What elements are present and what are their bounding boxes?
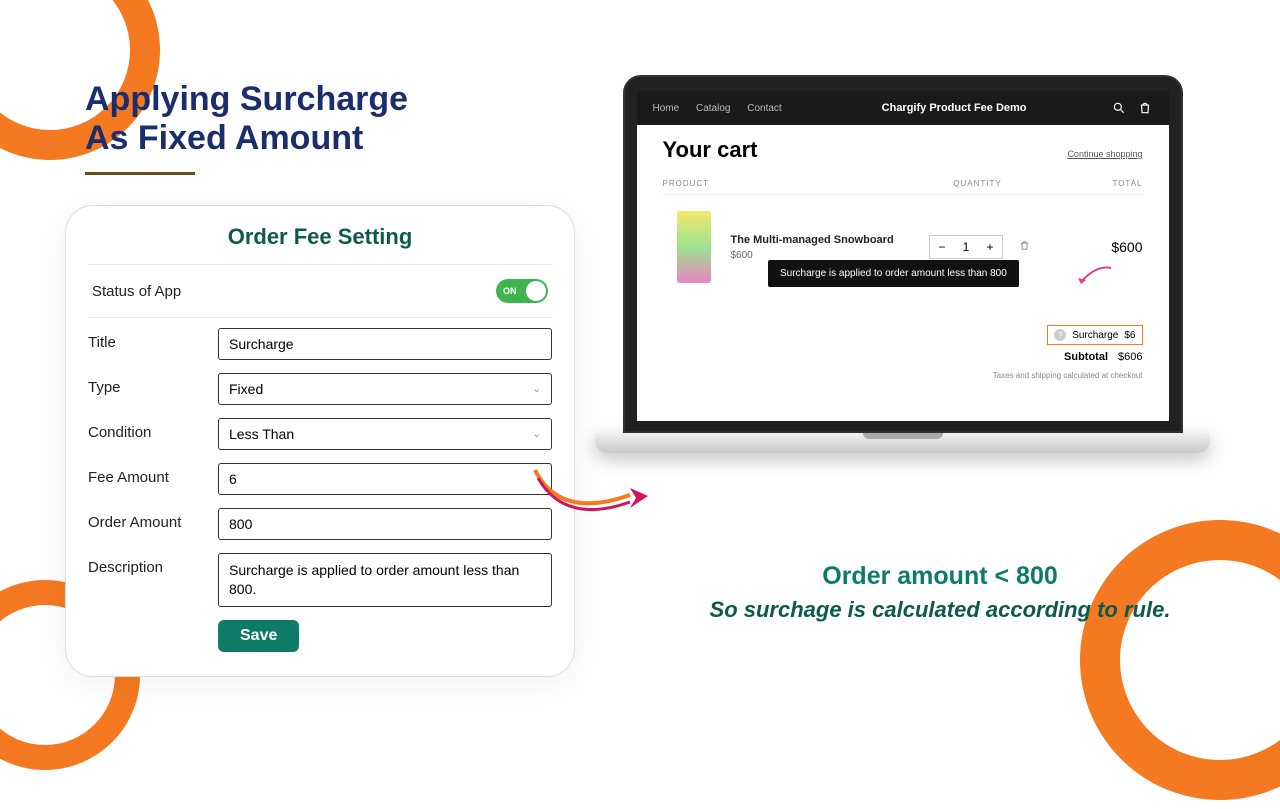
surcharge-label: Surcharge	[1072, 330, 1118, 341]
caption-line2: So surchage is calculated according to r…	[650, 597, 1230, 623]
status-label: Status of App	[92, 283, 181, 300]
product-image	[677, 211, 711, 283]
topnav-links: Home Catalog Contact	[653, 103, 796, 114]
condition-value: Less Than	[229, 426, 294, 442]
nav-home[interactable]: Home	[653, 103, 680, 114]
caption-line1: Order amount < 800	[650, 562, 1230, 591]
heading-line2: As Fixed Amount	[85, 119, 363, 157]
type-value: Fixed	[229, 381, 263, 397]
subtotal-value: $606	[1118, 351, 1142, 363]
qty-minus-button[interactable]: −	[930, 236, 954, 258]
cart-column-headers: PRODUCT QUANTITY TOTAL	[663, 173, 1143, 195]
search-icon[interactable]	[1112, 101, 1126, 115]
save-button[interactable]: Save	[218, 620, 299, 652]
store-brand: Chargify Product Fee Demo	[882, 102, 1027, 114]
description-label: Description	[88, 553, 218, 576]
col-product: PRODUCT	[663, 179, 903, 188]
quantity-stepper[interactable]: − 1 +	[929, 235, 1003, 259]
line-total: $600	[1055, 239, 1143, 255]
heading-underline	[85, 172, 195, 175]
status-row: Status of App ON	[88, 264, 552, 318]
nav-catalog[interactable]: Catalog	[696, 103, 730, 114]
condition-select[interactable]: Less Than ⌄	[218, 418, 552, 450]
cart-bag-icon[interactable]	[1138, 101, 1152, 115]
product-name: The Multi-managed Snowboard	[731, 234, 905, 246]
surcharge-highlight-box: ? Surcharge $6	[1047, 325, 1142, 345]
continue-shopping-link[interactable]: Continue shopping	[1067, 149, 1142, 159]
remove-item-icon[interactable]	[1019, 240, 1030, 254]
qty-plus-button[interactable]: +	[978, 236, 1002, 258]
col-total: TOTAL	[1053, 179, 1143, 188]
cart-title: Your cart	[663, 137, 758, 163]
product-unit-price: $600	[731, 250, 905, 261]
page-heading: Applying Surcharge As Fixed Amount	[85, 80, 408, 175]
type-label: Type	[88, 373, 218, 396]
connector-arrow-icon	[530, 440, 670, 540]
fee-amount-input[interactable]: 6	[218, 463, 552, 495]
title-label: Title	[88, 328, 218, 351]
heading-line1: Applying Surcharge	[85, 80, 408, 118]
laptop-bezel: Home Catalog Contact Chargify Product Fe…	[623, 75, 1183, 433]
result-caption: Order amount < 800 So surchage is calcul…	[650, 562, 1230, 623]
help-icon[interactable]: ?	[1054, 329, 1066, 341]
title-input[interactable]: Surcharge	[218, 328, 552, 360]
subtotal-label: Subtotal	[1064, 351, 1108, 363]
col-quantity: QUANTITY	[903, 179, 1053, 188]
chevron-down-icon: ⌄	[533, 384, 541, 395]
qty-value: 1	[954, 236, 978, 258]
laptop-base	[595, 433, 1210, 453]
fee-amount-label: Fee Amount	[88, 463, 218, 486]
card-title: Order Fee Setting	[88, 224, 552, 250]
surcharge-tooltip: Surcharge is applied to order amount les…	[768, 260, 1019, 287]
order-amount-label: Order Amount	[88, 508, 218, 531]
taxes-note: Taxes and shipping calculated at checkou…	[663, 371, 1143, 380]
tooltip-arrow-icon	[1076, 260, 1116, 290]
surcharge-value: $6	[1124, 330, 1135, 341]
toggle-on-text: ON	[503, 286, 517, 296]
type-select[interactable]: Fixed ⌄	[218, 373, 552, 405]
chevron-down-icon: ⌄	[533, 429, 541, 440]
status-toggle[interactable]: ON	[496, 279, 548, 303]
order-fee-setting-card: Order Fee Setting Status of App ON Title…	[65, 205, 575, 677]
store-topnav: Home Catalog Contact Chargify Product Fe…	[637, 91, 1169, 125]
order-amount-input[interactable]: 800	[218, 508, 552, 540]
condition-label: Condition	[88, 418, 218, 441]
nav-contact[interactable]: Contact	[747, 103, 781, 114]
laptop-screen: Home Catalog Contact Chargify Product Fe…	[637, 91, 1169, 421]
description-input[interactable]: Surcharge is applied to order amount les…	[218, 553, 552, 607]
